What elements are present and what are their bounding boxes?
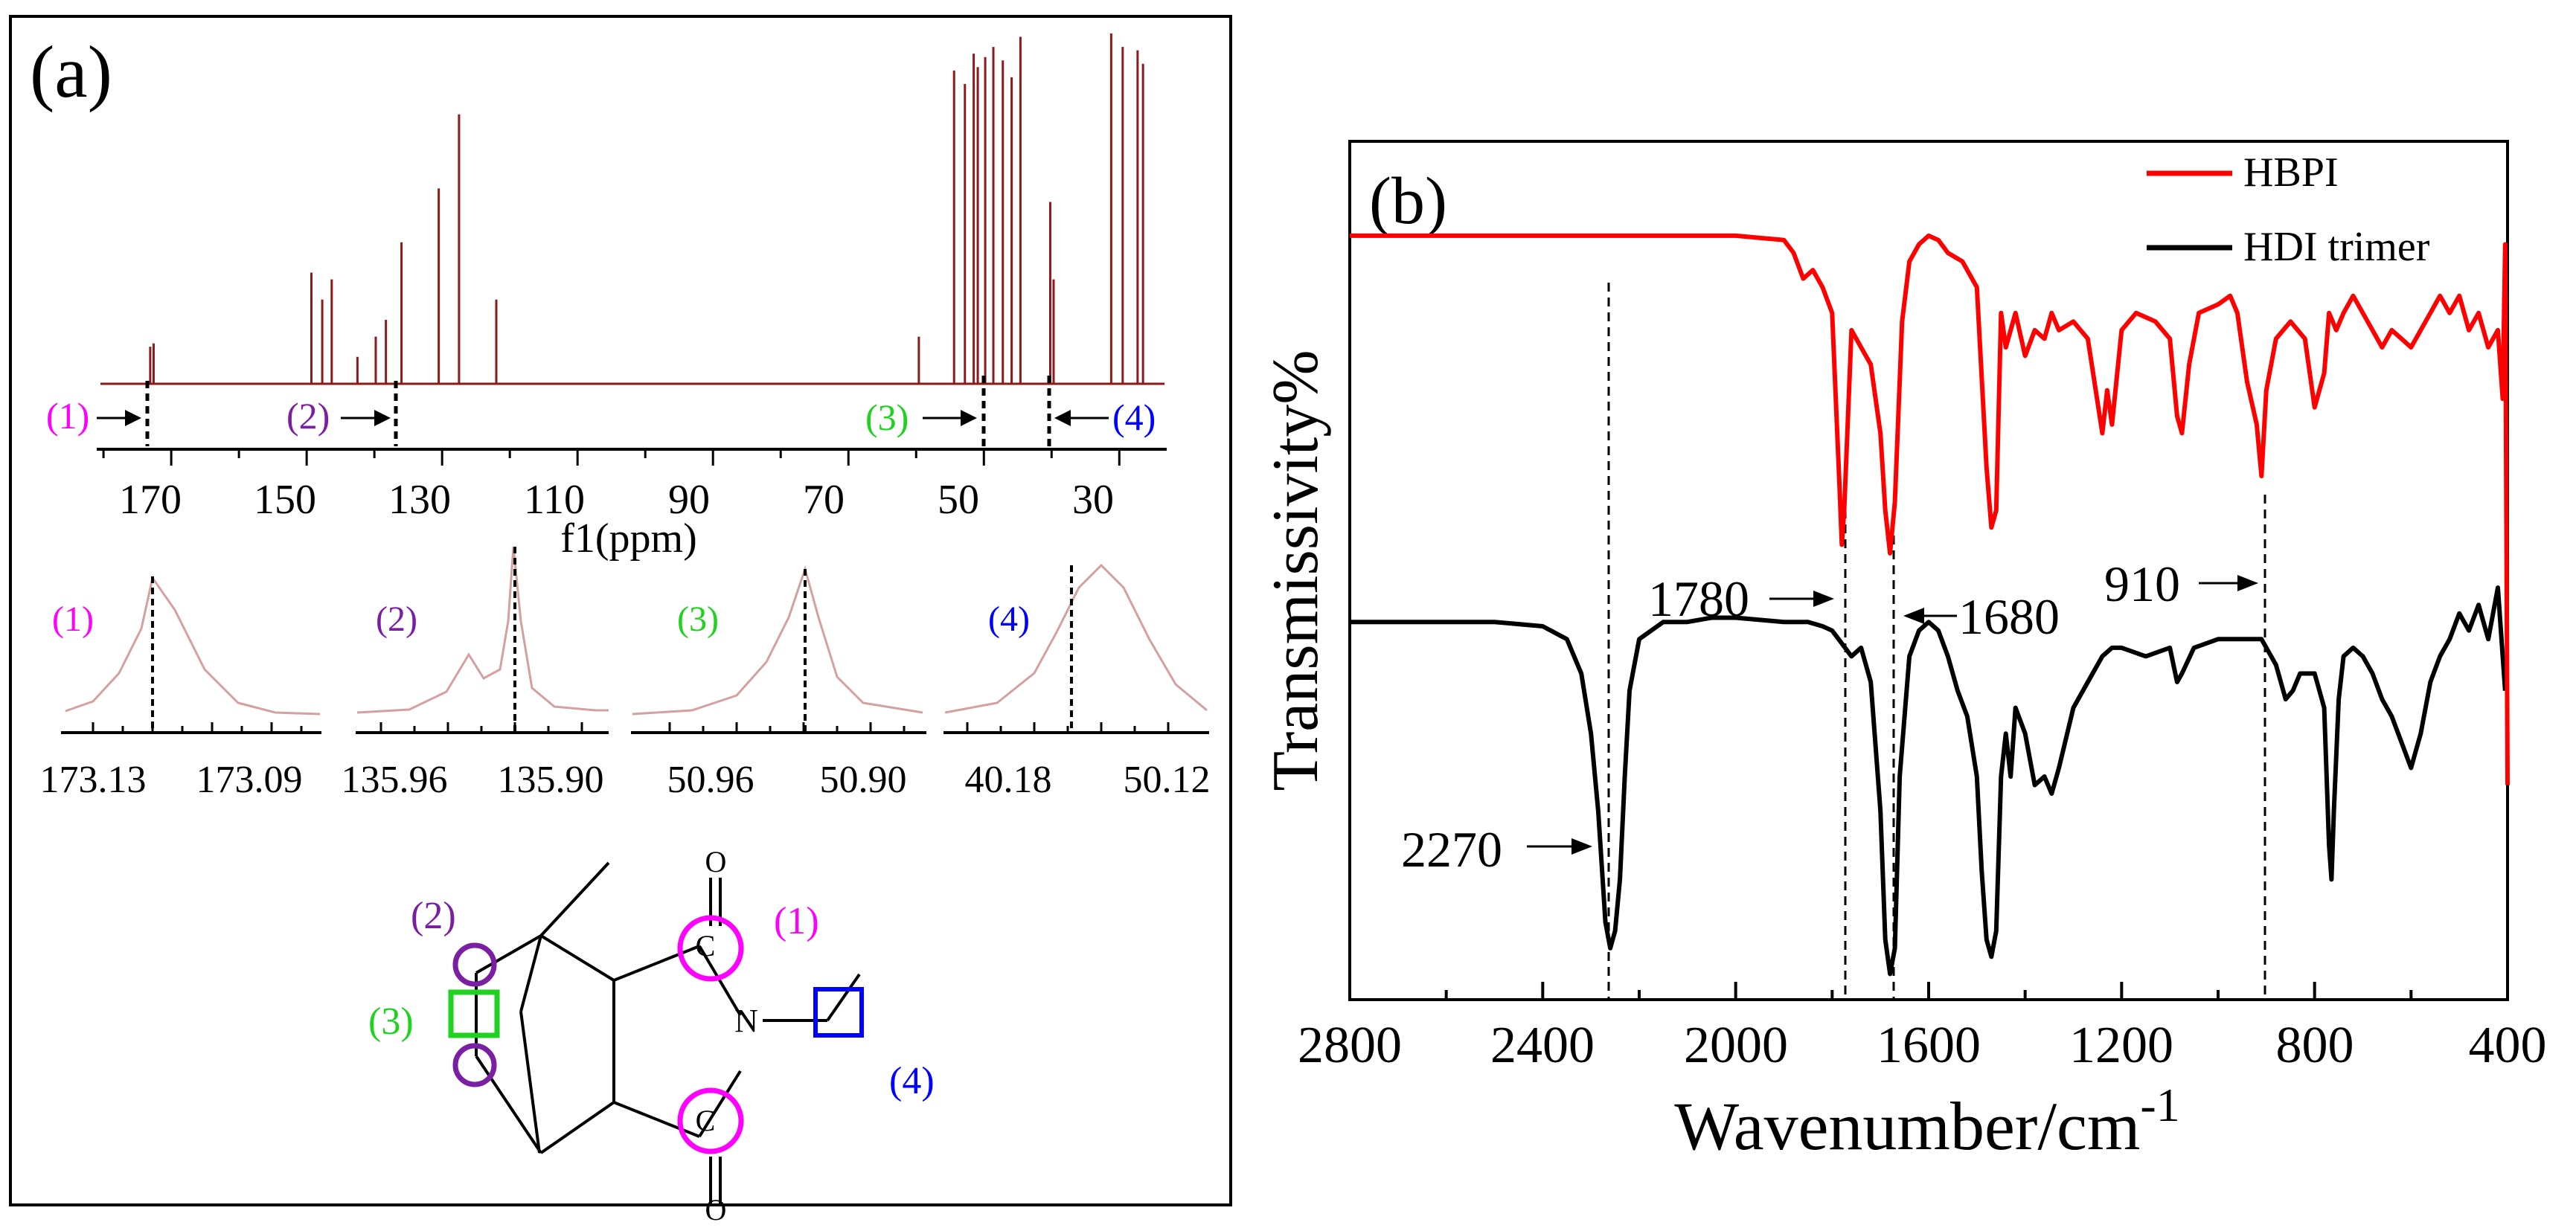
marker-2-label: (2) bbox=[286, 395, 330, 437]
highlight-circle-1-bottom bbox=[677, 1087, 744, 1154]
inset-3: (3) 50.96 50.90 bbox=[631, 565, 926, 801]
inset-1: (1) 173.13 173.09 bbox=[40, 575, 321, 801]
atom-c-top: C bbox=[696, 929, 716, 962]
highlight-square-4 bbox=[813, 987, 864, 1038]
chemical-structure: O C N C O (2) (3) (1) (4) bbox=[368, 845, 935, 1227]
marker-4-arrow-head bbox=[1054, 410, 1071, 426]
inset-2-curve bbox=[356, 546, 609, 714]
ftir-y-axis-label: Transmissivity% bbox=[1260, 350, 1332, 791]
inset-1-tick-label: 173.13 bbox=[40, 759, 147, 801]
nmr-tick-label: 170 bbox=[119, 477, 182, 523]
highlight-circle-2-top bbox=[452, 942, 497, 987]
structure-label-1: (1) bbox=[774, 900, 819, 942]
inset-1-curve bbox=[65, 575, 321, 716]
atom-c-bottom: C bbox=[696, 1104, 716, 1137]
inset-3-tick-label: 50.90 bbox=[820, 759, 907, 801]
inset-4: (4) 40.18 50.12 bbox=[943, 563, 1211, 801]
inset-2-tick-label: 135.96 bbox=[342, 759, 448, 801]
inset-4-tick-label: 50.12 bbox=[1124, 759, 1211, 801]
inset-2-tick-label: 135.90 bbox=[498, 759, 604, 801]
atom-o-top: O bbox=[705, 845, 727, 878]
inset-3-tick-label: 50.96 bbox=[667, 759, 754, 801]
arrow-1780-head bbox=[1813, 591, 1834, 607]
nmr-axis: 170 150 130 110 90 70 50 30 f1(ppm) bbox=[97, 448, 1167, 562]
ftir-tick-label: 1600 bbox=[1877, 1017, 1981, 1074]
atom-n: N bbox=[734, 1003, 758, 1039]
annotation-2270: 2270 bbox=[1401, 821, 1502, 878]
nmr-tick-label: 150 bbox=[254, 477, 316, 523]
nmr-tick-label: 90 bbox=[668, 477, 710, 523]
annotation-1780: 1780 bbox=[1648, 570, 1749, 627]
ftir-tick-label: 400 bbox=[2469, 1017, 2547, 1074]
arrow-2270-head bbox=[1571, 838, 1592, 855]
ftir-tick-label: 2000 bbox=[1684, 1017, 1788, 1074]
ftir-tick-label: 1200 bbox=[2069, 1017, 2173, 1074]
inset-1-tick-label: 173.09 bbox=[196, 759, 303, 801]
panel-b-label: (b) bbox=[1369, 164, 1447, 238]
marker-1-label: (1) bbox=[46, 395, 89, 437]
nmr-tick-label: 130 bbox=[388, 477, 451, 523]
inset-4-curve bbox=[944, 563, 1208, 714]
marker-1-arrow-head bbox=[125, 410, 141, 426]
inset-1-label: (1) bbox=[52, 599, 94, 639]
nmr-tick-label: 50 bbox=[938, 477, 979, 523]
annotation-1680: 1680 bbox=[1958, 588, 2060, 645]
structure-bonds bbox=[475, 861, 861, 1203]
legend-hdi-label: HDI trimer bbox=[2243, 224, 2430, 270]
ftir-legend: HBPI HDI trimer bbox=[2147, 150, 2430, 270]
nmr-tick-label: 110 bbox=[524, 477, 585, 523]
inset-4-tick-label: 40.18 bbox=[965, 759, 1052, 801]
nmr-x-axis-label: f1(ppm) bbox=[560, 515, 697, 562]
marker-4-label: (4) bbox=[1112, 396, 1156, 438]
marker-3-arrow-head bbox=[961, 410, 977, 426]
arrow-1680-head bbox=[1903, 608, 1924, 624]
nmr-ticks bbox=[102, 449, 1121, 466]
ftir-tick-label: 2800 bbox=[1298, 1017, 1402, 1074]
panel-a-frame bbox=[9, 15, 1232, 1206]
highlight-circle-2-bottom bbox=[452, 1043, 497, 1087]
ftir-ticks bbox=[1348, 982, 2509, 1000]
structure-label-4: (4) bbox=[889, 1060, 935, 1102]
inset-3-curve bbox=[632, 565, 923, 716]
legend-hbpi-label: HBPI bbox=[2243, 150, 2339, 196]
highlight-circle-1-top bbox=[677, 915, 744, 982]
inset-2-label: (2) bbox=[376, 599, 417, 639]
structure-label-3: (3) bbox=[368, 1000, 414, 1043]
nmr-spectrum bbox=[100, 33, 1164, 385]
inset-4-label: (4) bbox=[988, 599, 1030, 639]
nmr-peaks bbox=[149, 33, 1144, 384]
marker-3-label: (3) bbox=[865, 396, 909, 438]
arrow-910-head bbox=[2237, 575, 2258, 591]
nmr-tick-label: 30 bbox=[1072, 477, 1114, 523]
atom-o-bottom: O bbox=[705, 1193, 727, 1227]
highlight-square-3 bbox=[448, 989, 500, 1038]
annotation-910: 910 bbox=[2104, 556, 2180, 612]
nmr-tick-label: 70 bbox=[803, 477, 845, 523]
inset-3-label: (3) bbox=[677, 599, 719, 639]
ftir-chart: (b) 2800 2400 2000 1600 1200 800 400 Wav… bbox=[1260, 140, 2547, 1164]
panel-a-label: (a) bbox=[30, 30, 112, 113]
structure-label-2: (2) bbox=[411, 895, 456, 937]
hbpi-series-line bbox=[1350, 233, 2510, 785]
nmr-markers: (1) (2) (3) (4) bbox=[46, 376, 1156, 446]
ftir-x-axis-label: Wavenumber/cm-1 bbox=[1674, 1078, 2179, 1164]
marker-2-arrow-head bbox=[374, 410, 391, 426]
inset-2: (2) 135.96 135.90 bbox=[342, 546, 609, 801]
hdi-trimer-series-line bbox=[1350, 585, 2508, 977]
ftir-tick-label: 2400 bbox=[1490, 1017, 1595, 1074]
ftir-tick-label: 800 bbox=[2276, 1017, 2354, 1074]
